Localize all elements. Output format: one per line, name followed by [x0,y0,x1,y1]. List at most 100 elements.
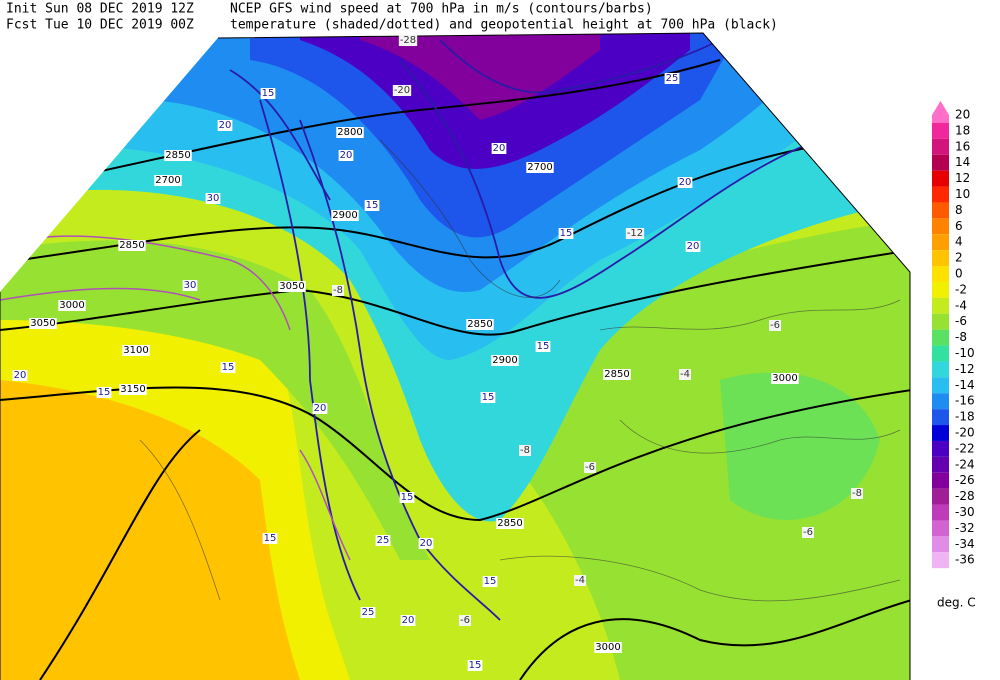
wind-label-box [312,403,328,414]
height-label-box [29,318,57,329]
height-label: 3150 [120,384,145,395]
wind-label-box [12,370,28,381]
wind-label-box [480,392,496,403]
height-label: 2900 [332,210,357,221]
height-label-box [164,150,192,161]
wind-label-box [400,615,416,626]
colorbar-box [932,393,949,410]
wind-label-box [685,241,701,252]
colorbar-box [932,115,949,123]
colorbar-label: -16 [955,394,975,408]
temperature-label: -8 [520,445,530,456]
wind-label-box [535,341,551,352]
title-line: NCEP GFS wind speed at 700 hPa in m/s (c… [230,2,653,17]
height-label-box [526,162,554,173]
height-label-box [336,127,364,138]
colorbar-label: -4 [955,298,967,312]
colorbar-box [932,202,949,219]
colorbar-arrow [932,101,949,115]
wind-label: 20 [687,241,700,252]
temperature-label: -4 [575,575,585,586]
colorbar-box [932,552,949,569]
temperature-label-box [625,228,645,239]
height-label-box [58,300,86,311]
wind-label: 15 [264,533,277,544]
wind-label: 25 [377,535,390,546]
height-label: 2850 [497,518,522,529]
wind-label: 15 [469,660,482,671]
height-label: 2850 [604,369,629,380]
wind-label-box [664,73,680,84]
colorbar-box [932,409,949,426]
height-label: 2700 [527,162,552,173]
wind-label: 25 [362,607,375,618]
colorbar-label: -14 [955,378,975,392]
height-label-box [154,175,182,186]
wind-label: 25 [666,73,679,84]
colorbar-label: -6 [955,314,967,328]
colorbar-label: 14 [955,155,970,169]
colorbar-box [932,456,949,473]
wind-label: 20 [314,403,327,414]
colorbar-box [932,313,949,330]
colorbar-label: -24 [955,457,975,471]
temperature-label-box [574,575,586,586]
colorbar-label: -20 [955,426,975,440]
title-line: temperature (shaded/dotted) and geopoten… [230,18,778,33]
wind-label-box [220,362,236,373]
colorbar-label: 0 [955,267,963,281]
height-label: 3050 [279,281,304,292]
colorbar-label: 8 [955,203,963,217]
height-label-box [466,319,494,330]
colorbar-label: 10 [955,187,970,201]
map-border [0,32,911,680]
wind-label-box [262,533,278,544]
wind-label: 20 [420,538,433,549]
wind-label-box [418,538,434,549]
colorbar-label: -18 [955,410,975,424]
wind-label: 15 [401,492,414,503]
colorbar-box [932,154,949,171]
wind-label-box [677,177,693,188]
wind-label: 20 [679,177,692,188]
wind-label: 15 [537,341,550,352]
wind-label: 15 [222,362,235,373]
colorbar-label: -32 [955,521,975,535]
temperature-label: -6 [803,527,813,538]
height-label: 3000 [595,642,620,653]
colorbar-label: 16 [955,139,970,153]
height-label: 2900 [492,355,517,366]
wind-label-box [338,150,354,161]
colorbar-label: 18 [955,123,970,137]
colorbar-label: -22 [955,441,975,455]
height-label: 2850 [165,150,190,161]
colorbar-box [932,425,949,441]
temperature-label: -28 [400,35,416,46]
wind-label-box [205,193,221,204]
colorbar-box [932,361,949,378]
wind-label: 20 [402,615,415,626]
temperature-label-box [519,445,531,456]
wind-label-box [217,120,233,131]
height-label-box [122,345,150,356]
colorbar-box [932,266,949,282]
wind-label-box [260,88,276,99]
height-label: 3100 [123,345,148,356]
wind-label-box [360,607,376,618]
height-label: 2850 [467,319,492,330]
height-label: 2700 [155,175,180,186]
temperature-label: -6 [770,320,780,331]
wind-label-box [182,280,198,291]
colorbar-box [932,218,949,235]
wind-label: 15 [560,228,573,239]
colorbar-box [932,138,949,155]
temperature-label-box [802,527,814,538]
height-label-box [496,518,524,529]
wind-label-box [482,576,498,587]
height-label-box [331,210,359,221]
temperature-label: -4 [680,369,690,380]
colorbar-box [932,472,949,489]
wind-label: 20 [340,150,353,161]
wind-label: 15 [262,88,275,99]
temperature-label: -20 [394,85,410,96]
